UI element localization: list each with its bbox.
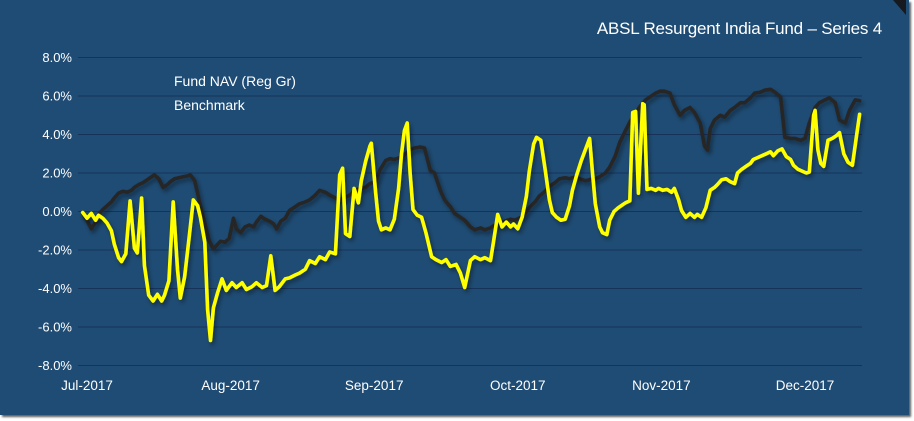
y-axis-tick-label: -6.0% <box>38 320 72 335</box>
chart-title: ABSL Resurgent India Fund – Series 4 <box>597 19 882 38</box>
y-axis-tick-label: 2.0% <box>42 166 72 181</box>
x-axis-tick-label: Oct-2017 <box>490 378 546 393</box>
x-axis-tick-label: Sep-2017 <box>345 378 404 393</box>
legend-label-benchmark: Benchmark <box>174 97 246 113</box>
x-axis-tick-label: Aug-2017 <box>201 378 260 393</box>
axis-labels-layer: 8.0% 6.0% 4.0% 2.0% 0.0% -2.0% -4.0% -6.0% -8.0%… <box>38 50 834 393</box>
y-axis-tick-label: 6.0% <box>42 89 72 104</box>
x-axis-tick-label: Dec-2017 <box>776 378 835 393</box>
series-layer <box>80 87 862 343</box>
legend-label-fund-nav: Fund NAV (Reg Gr) <box>174 73 296 89</box>
series-line-fund-nav <box>80 101 862 343</box>
corner-fold-artifact <box>893 0 906 15</box>
y-axis-tick-label: -4.0% <box>38 281 72 296</box>
x-axis-tick-label: Nov-2017 <box>632 378 691 393</box>
y-axis-tick-label: -8.0% <box>38 358 72 373</box>
legend: Fund NAV (Reg Gr) Benchmark <box>93 73 296 113</box>
grid-layer <box>78 57 862 366</box>
x-axis-tick-label: Jul-2017 <box>61 378 113 393</box>
series-line-benchmark <box>80 87 862 251</box>
y-axis-tick-label: 0.0% <box>42 204 72 219</box>
y-axis-tick-label: 8.0% <box>42 50 72 65</box>
y-axis-tick-label: 4.0% <box>42 127 72 142</box>
y-axis-tick-label: -2.0% <box>38 243 72 258</box>
